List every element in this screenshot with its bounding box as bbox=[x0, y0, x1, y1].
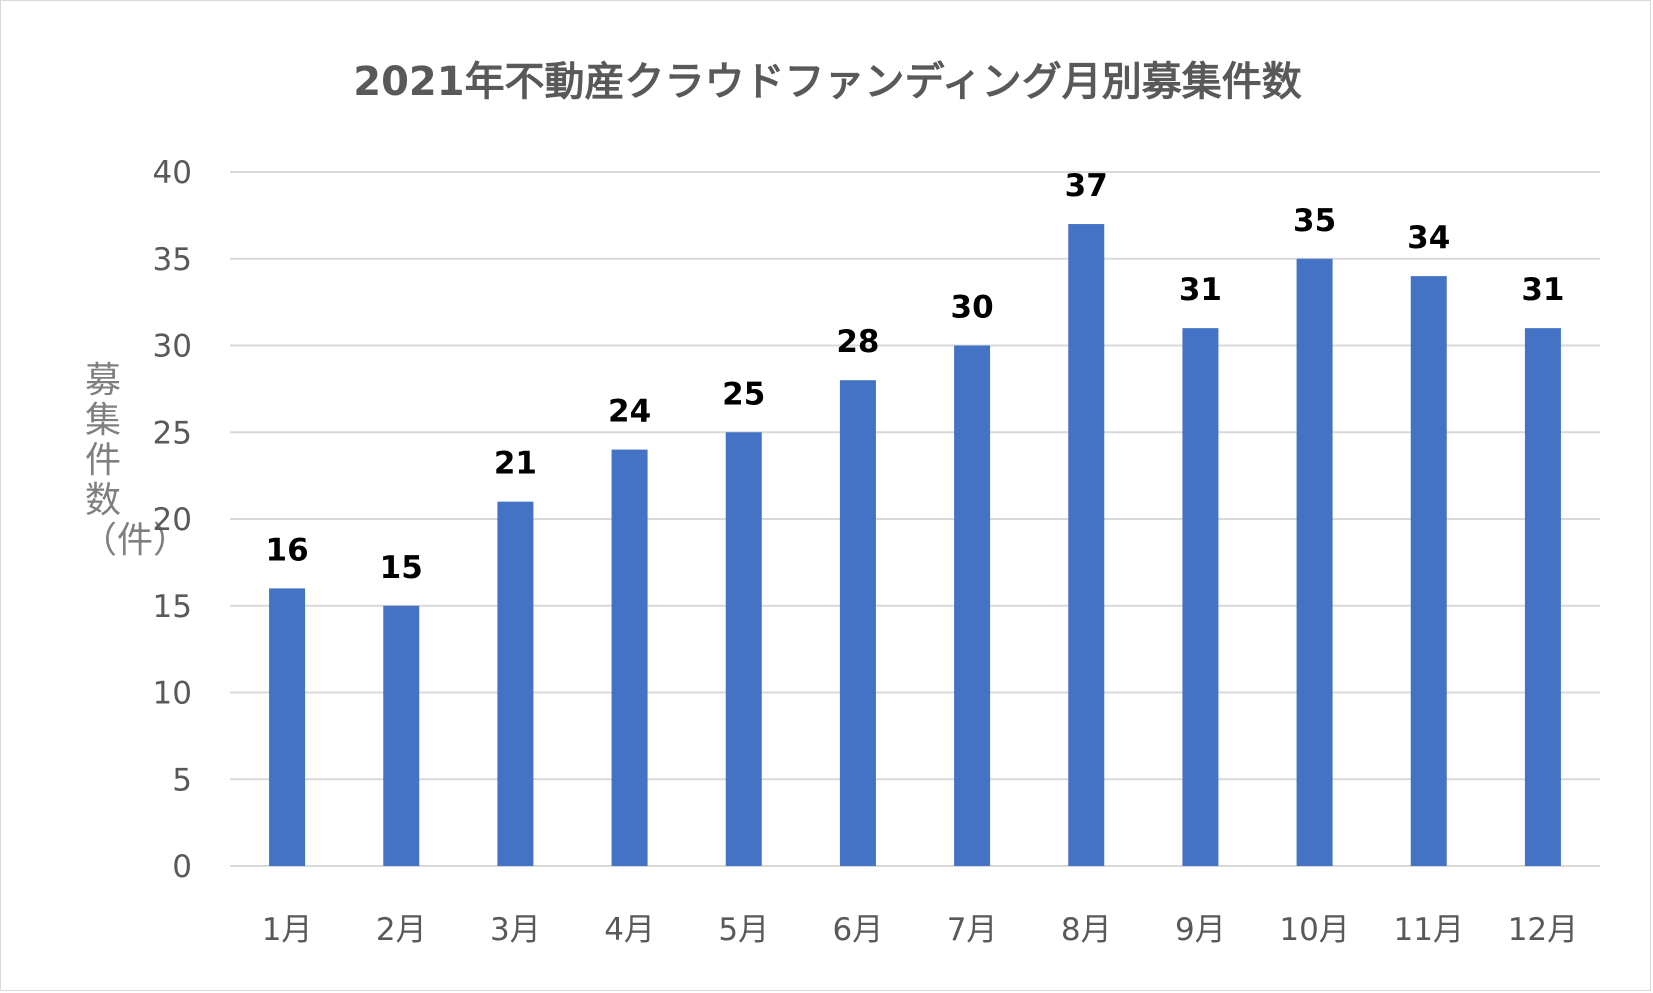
x-tick-label: 3月 bbox=[490, 912, 541, 948]
bar-8 bbox=[1068, 224, 1105, 867]
x-tick-label: 6月 bbox=[833, 912, 884, 948]
x-tick-label: 2月 bbox=[376, 912, 427, 948]
data-label: 28 bbox=[836, 324, 879, 360]
bar-12 bbox=[1524, 328, 1561, 866]
bar-11 bbox=[1410, 276, 1447, 867]
y-tick-label: 20 bbox=[153, 502, 192, 538]
x-axis-ticks: 1月 2月 3月 4月 5月 6月 7月 8月 9月 10月 11月 12月 bbox=[262, 912, 1578, 948]
gridlines bbox=[230, 171, 1600, 867]
y-tick-label: 5 bbox=[172, 762, 192, 798]
data-label: 35 bbox=[1293, 203, 1336, 239]
x-tick-label: 11月 bbox=[1394, 912, 1464, 948]
y-tick-label: 0 bbox=[172, 849, 192, 885]
y-tick-label: 40 bbox=[153, 155, 192, 191]
bar-9 bbox=[1182, 328, 1219, 866]
y-tick-label: 25 bbox=[153, 415, 192, 451]
bar-3 bbox=[497, 501, 534, 866]
x-tick-label: 10月 bbox=[1279, 912, 1349, 948]
y-tick-label: 30 bbox=[153, 329, 192, 365]
data-label: 16 bbox=[266, 532, 309, 568]
x-tick-label: 7月 bbox=[947, 912, 998, 948]
data-label: 34 bbox=[1407, 220, 1450, 256]
x-tick-label: 8月 bbox=[1061, 912, 1112, 948]
bars bbox=[269, 224, 1561, 867]
bar-7 bbox=[954, 345, 991, 866]
bar-1 bbox=[269, 588, 306, 866]
x-tick-label: 1月 bbox=[262, 912, 313, 948]
data-label: 30 bbox=[951, 290, 994, 326]
bar-2 bbox=[383, 605, 420, 866]
y-axis-ticks: 0 5 10 15 20 25 30 35 40 bbox=[153, 155, 192, 885]
x-tick-label: 9月 bbox=[1175, 912, 1226, 948]
chart-title: 2021年不動産クラウドファンディング月別募集件数 bbox=[353, 59, 1302, 105]
data-label: 15 bbox=[380, 550, 423, 586]
y-tick-label: 15 bbox=[153, 589, 192, 625]
bar-10 bbox=[1296, 258, 1333, 866]
data-label: 25 bbox=[722, 376, 765, 412]
data-label: 31 bbox=[1521, 272, 1564, 308]
data-label: 21 bbox=[494, 446, 537, 482]
x-tick-label: 4月 bbox=[604, 912, 655, 948]
data-label: 37 bbox=[1065, 168, 1108, 204]
data-labels: 16 15 21 24 25 28 30 37 31 35 34 31 bbox=[266, 168, 1565, 586]
data-label: 24 bbox=[608, 394, 651, 430]
data-label: 31 bbox=[1179, 272, 1222, 308]
bar-4 bbox=[611, 449, 648, 866]
bar-6 bbox=[839, 380, 876, 866]
x-tick-label: 12月 bbox=[1508, 912, 1578, 948]
x-tick-label: 5月 bbox=[718, 912, 769, 948]
bar-5 bbox=[725, 432, 762, 866]
y-tick-label: 35 bbox=[153, 242, 192, 278]
y-tick-label: 10 bbox=[153, 676, 192, 712]
